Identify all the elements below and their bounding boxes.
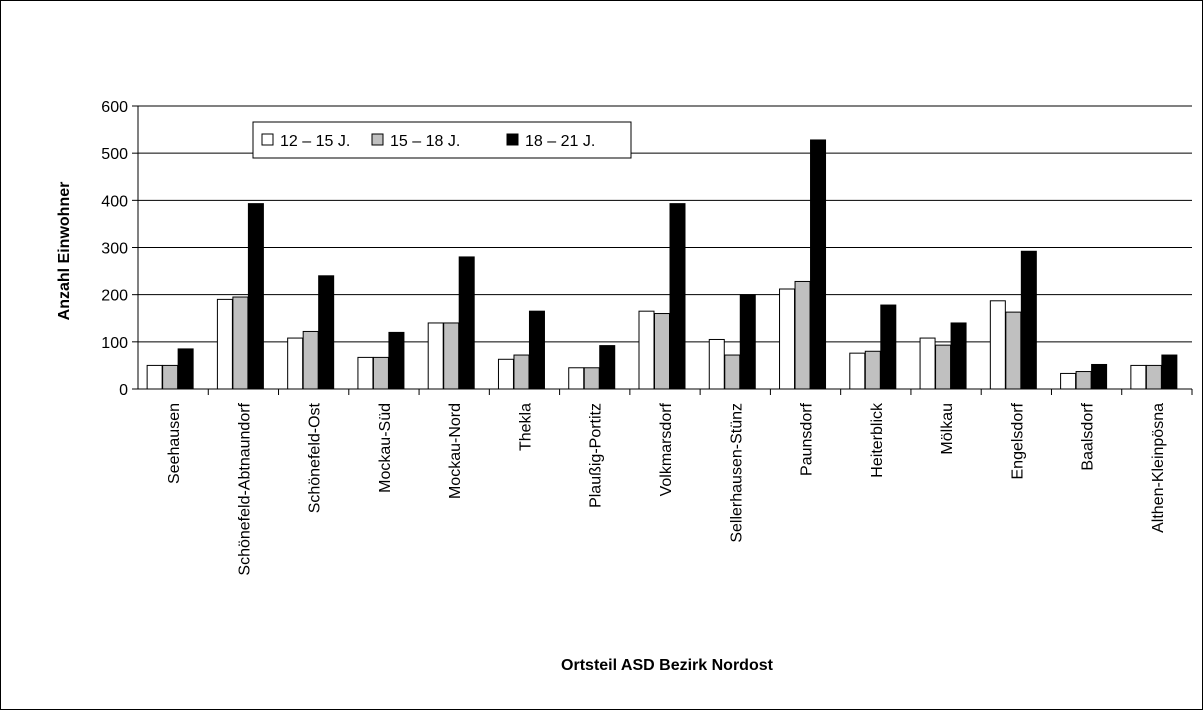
x-tick-label: Sellerhausen-Stünz [728, 403, 745, 543]
legend-swatch-3 [506, 133, 519, 146]
bar-3-8 [739, 294, 756, 390]
x-tick-label: Plaußig-Portitz [588, 403, 605, 508]
bar-2-1 [232, 296, 249, 390]
y-tick-label: 500 [101, 146, 128, 163]
bar-3-3 [388, 331, 405, 390]
bar-3-0 [177, 348, 194, 390]
bar-1-5 [497, 358, 514, 390]
bar-1-9 [779, 288, 796, 390]
bar-1-0 [146, 364, 163, 390]
bar-1-4 [427, 322, 444, 390]
bar-3-2 [318, 275, 335, 390]
x-tick-label: Althen-Kleinpösna [1150, 403, 1167, 533]
bar-1-8 [708, 338, 725, 390]
bar-2-2 [302, 330, 319, 390]
legend-label-1: 12 – 15 J. [280, 133, 350, 150]
x-tick-label: Mölkau [939, 403, 956, 455]
y-tick-label: 600 [101, 99, 128, 116]
x-tick-label: Engelsdorf [1009, 402, 1026, 479]
y-tick-label: 0 [119, 382, 128, 399]
bar-2-0 [162, 364, 179, 390]
legend-box [252, 121, 632, 159]
bar-1-12 [989, 300, 1006, 390]
bar-2-10 [864, 350, 881, 390]
bar-1-3 [357, 356, 374, 390]
bar-3-11 [950, 322, 967, 390]
x-tick-label: Schönefeld-Ost [307, 402, 324, 513]
x-tick-label: Thekla [517, 403, 534, 451]
bar-2-4 [443, 322, 460, 390]
bar-3-4 [458, 256, 475, 390]
bar-2-11 [935, 344, 952, 390]
bar-1-6 [568, 367, 585, 390]
y-tick-label: 300 [101, 241, 128, 258]
bars [146, 139, 1178, 390]
bar-1-14 [1130, 364, 1147, 390]
y-tick-labels: 0 100 200 300 400 500 600 [101, 99, 128, 399]
bar-3-1 [247, 203, 264, 390]
y-tick-label: 400 [101, 193, 128, 210]
bar-2-12 [1005, 311, 1022, 390]
bar-2-8 [724, 354, 741, 390]
bar-2-3 [372, 356, 389, 390]
bar-1-11 [919, 337, 936, 390]
bar-3-7 [669, 203, 686, 390]
bar-1-10 [849, 352, 866, 390]
y-tick-label: 200 [101, 288, 128, 305]
legend-label-3: 18 – 21 J. [525, 133, 595, 150]
bar-2-5 [513, 354, 530, 390]
bar-3-12 [1020, 250, 1037, 390]
x-tick-label: Baalsdorf [1080, 402, 1097, 470]
bar-2-13 [1075, 371, 1092, 390]
x-tick-label: Seehausen [166, 403, 183, 484]
bar-2-7 [654, 313, 670, 390]
bar-3-5 [528, 310, 545, 390]
axes [132, 105, 1193, 395]
x-tick-labels: Seehausen Schönefeld-Abtnaundorf Schönefel… [166, 402, 1167, 576]
legend-swatch-2 [371, 133, 384, 146]
bar-3-14 [1161, 354, 1178, 390]
x-tick-label: Mockau-Nord [447, 403, 464, 499]
bar-1-7 [638, 310, 655, 390]
bar-2-9 [794, 280, 811, 390]
x-tick-label: Mockau-Süd [377, 403, 394, 493]
x-tick-label: Heiterblick [869, 402, 886, 478]
y-axis-title: Anzahl Einwohner [56, 182, 73, 321]
y-tick-label: 100 [101, 335, 128, 352]
x-tick-label: Schönefeld-Abtnaundorf [236, 402, 253, 575]
x-tick-label: Volkmarsdorf [658, 402, 675, 496]
bar-3-6 [599, 345, 616, 390]
bar-3-10 [880, 304, 897, 390]
bar-3-9 [810, 139, 827, 390]
legend: 12 – 15 J. 15 – 18 J. 18 – 21 J. [252, 121, 632, 159]
bar-3-13 [1091, 363, 1108, 390]
x-tick-label: Paunsdorf [799, 402, 816, 475]
bar-2-6 [583, 367, 600, 390]
bar-2-14 [1145, 364, 1162, 390]
legend-swatch-1 [261, 133, 274, 146]
bar-1-2 [287, 337, 304, 390]
bar-1-1 [216, 298, 233, 390]
legend-label-2: 15 – 18 J. [390, 133, 460, 150]
bar-1-13 [1060, 372, 1077, 390]
x-axis-title: Ortsteil ASD Bezirk Nordost [561, 657, 774, 674]
